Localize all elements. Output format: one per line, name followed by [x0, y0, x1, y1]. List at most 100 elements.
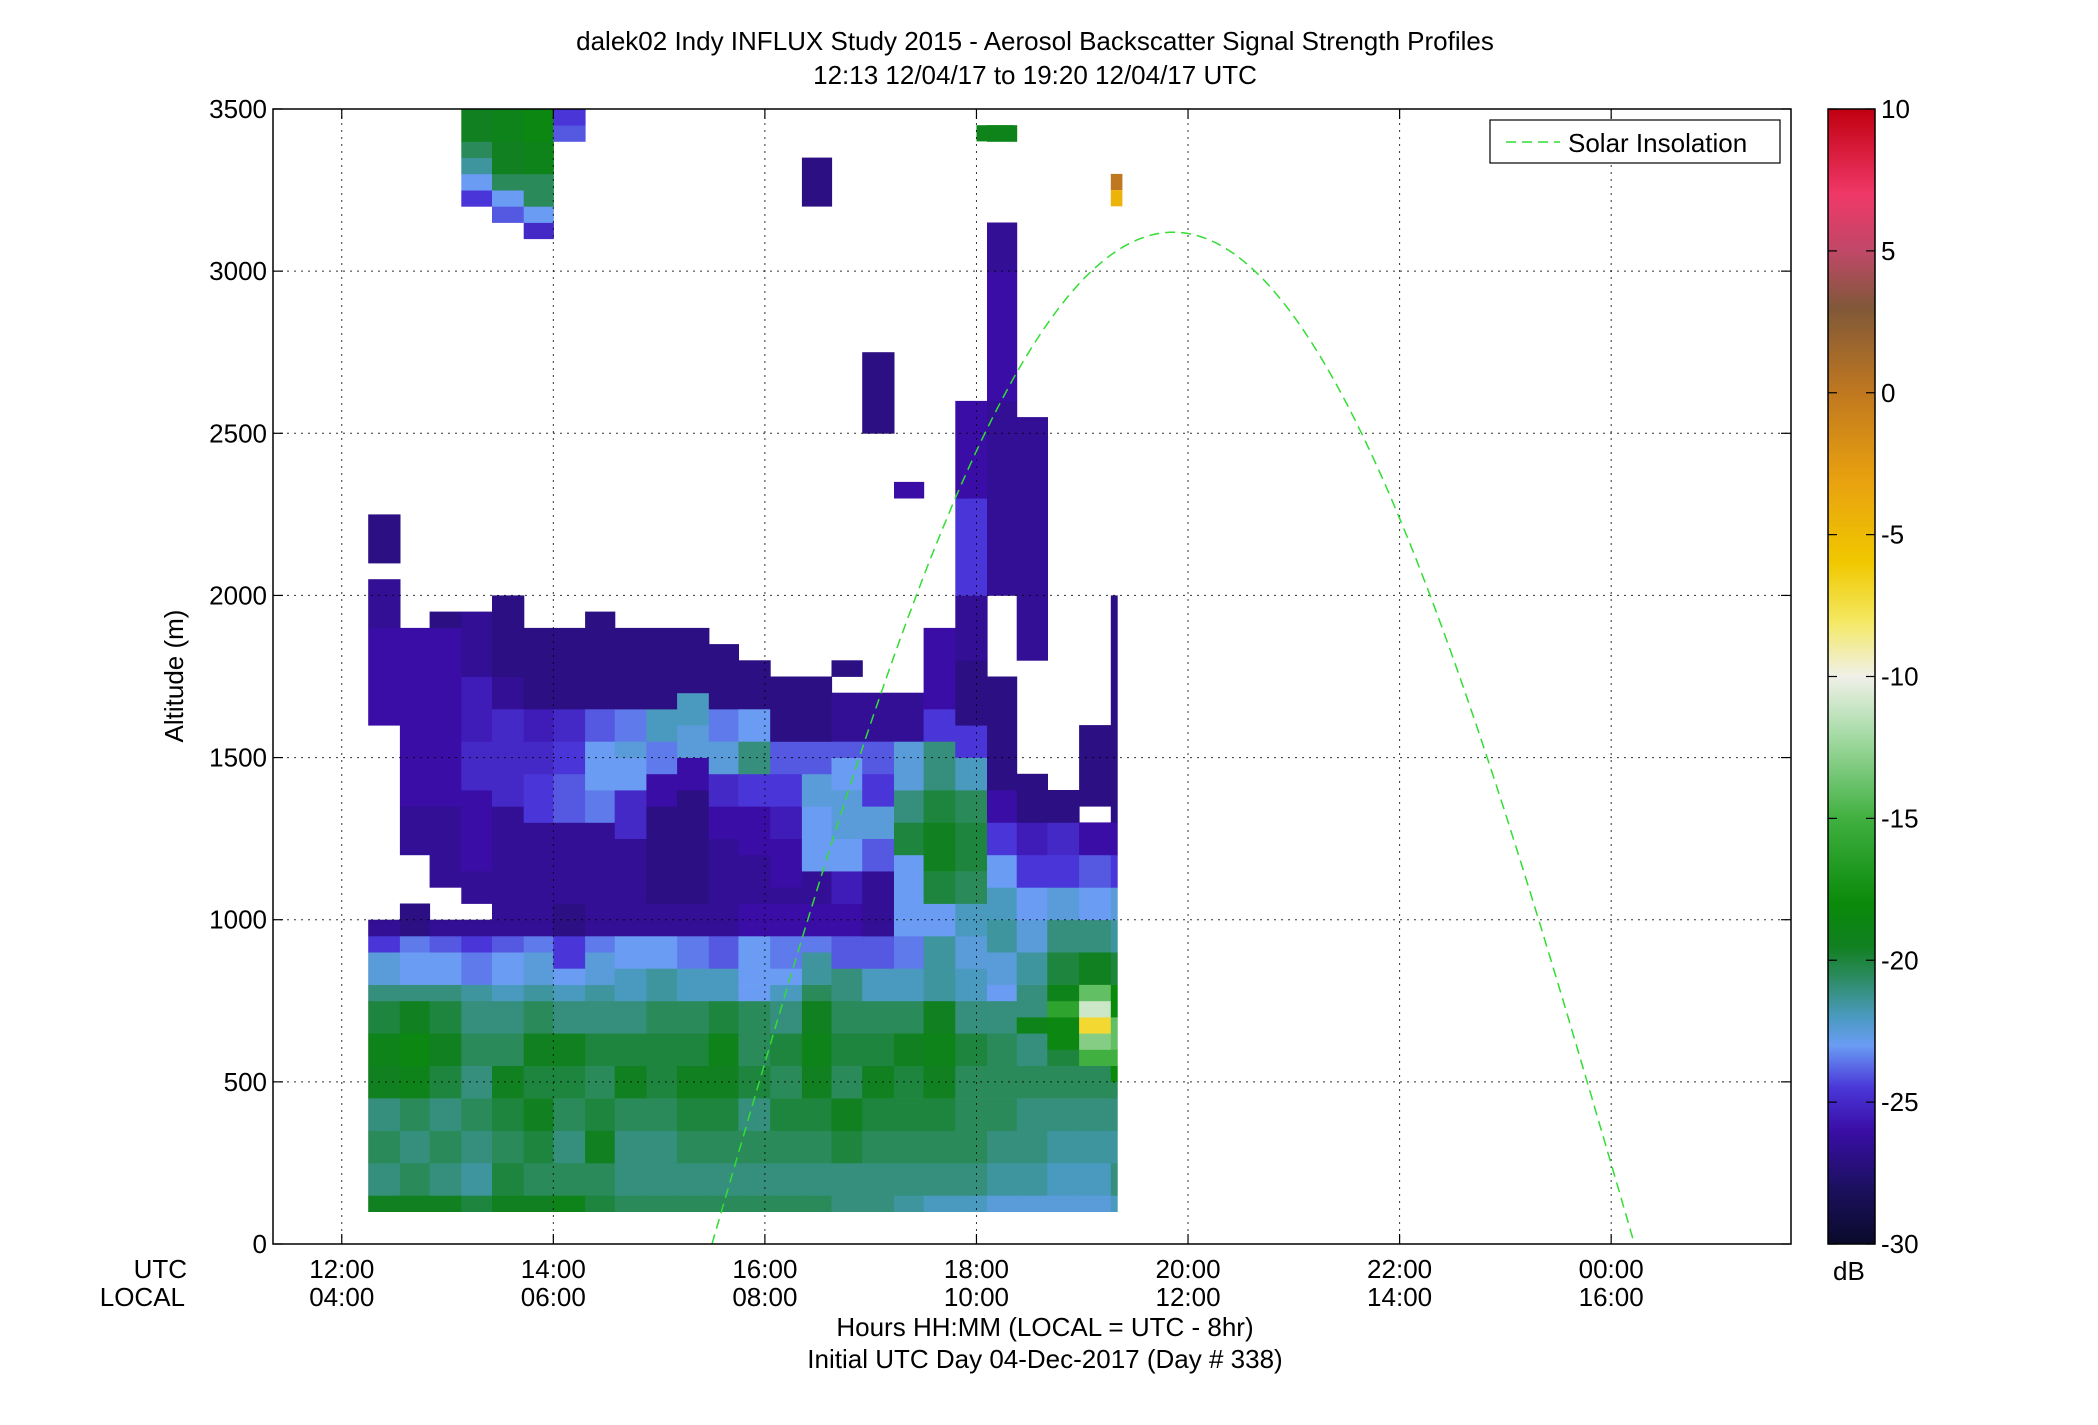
- heatmap-cell: [708, 1000, 739, 1034]
- heatmap-cell: [646, 773, 678, 807]
- heatmap-cell: [553, 1000, 586, 1034]
- y-tick-label: 2500: [209, 418, 267, 448]
- heatmap-cell: [708, 903, 739, 937]
- heatmap-cell: [585, 1000, 616, 1034]
- heatmap-cell: [553, 822, 586, 904]
- heatmap-cell: [955, 1000, 988, 1034]
- heatmap-cell: [492, 109, 525, 142]
- heatmap-cell: [614, 935, 647, 969]
- heatmap-cell: [368, 919, 401, 937]
- heatmap-cell: [614, 790, 647, 839]
- heatmap-cell: [553, 125, 586, 142]
- heatmap-cell: [523, 222, 554, 240]
- heatmap-cell: [614, 1130, 647, 1164]
- heatmap-cell: [368, 1130, 401, 1164]
- heatmap-cell: [770, 676, 803, 742]
- heatmap-cell: [1079, 790, 1112, 807]
- heatmap-cell: [523, 773, 554, 823]
- heatmap-cell: [770, 741, 803, 775]
- heatmap-cell: [585, 1033, 616, 1066]
- heatmap-cell: [923, 790, 956, 823]
- heatmap-cell: [368, 1000, 401, 1034]
- heatmap-cell: [955, 790, 988, 823]
- heatmap-cell: [492, 741, 525, 807]
- heatmap-cell: [677, 757, 710, 791]
- x-axis-sublabel: Initial UTC Day 04-Dec-2017 (Day # 338): [807, 1344, 1282, 1374]
- heatmap-cell: [1016, 984, 1048, 1018]
- heatmap-cell: [368, 984, 401, 1002]
- heatmap-cell: [523, 173, 554, 207]
- heatmap-cell: [987, 498, 1018, 596]
- heatmap-cell: [492, 595, 525, 677]
- heatmap-cell: [894, 692, 925, 742]
- heatmap-cell: [399, 1000, 431, 1034]
- heatmap-cell: [585, 1130, 616, 1164]
- x-tick-label-local: 14:00: [1367, 1282, 1432, 1312]
- heatmap-cell: [862, 773, 895, 807]
- chart-title: dalek02 Indy INFLUX Study 2015 - Aerosol…: [576, 26, 1494, 56]
- heatmap-cell: [894, 1065, 925, 1099]
- heatmap-cell: [862, 1098, 895, 1131]
- heatmap-cell: [585, 935, 616, 953]
- utc-row-label: UTC: [134, 1254, 187, 1284]
- heatmap-cell: [523, 1033, 554, 1066]
- heatmap-cell: [1079, 1000, 1112, 1018]
- heatmap-cell: [1016, 579, 1048, 661]
- heatmap-cell: [894, 822, 925, 856]
- legend: Solar Insolation: [1489, 119, 1781, 164]
- heatmap-cell: [770, 773, 803, 807]
- heatmap-cell: [955, 400, 988, 434]
- heatmap-cell: [801, 157, 833, 207]
- heatmap-cell: [585, 790, 616, 823]
- heatmap-cell: [429, 984, 462, 1002]
- heatmap-cell: [585, 741, 616, 791]
- heatmap-cell: [368, 1195, 401, 1212]
- heatmap-cell: [1079, 1017, 1112, 1034]
- heatmap-cell: [1016, 1098, 1048, 1131]
- x-tick-label-utc: 00:00: [1579, 1254, 1644, 1284]
- heatmap-cell: [923, 627, 956, 710]
- colorbar-tick-label: -30: [1881, 1229, 1919, 1259]
- heatmap-cell: [708, 1098, 739, 1131]
- heatmap-cell: [1047, 854, 1080, 888]
- heatmap-cell: [923, 822, 956, 872]
- heatmap-cell: [553, 708, 586, 742]
- heatmap-cell: [461, 1033, 493, 1066]
- heatmap-cell: [801, 1033, 833, 1066]
- heatmap-cell: [429, 627, 462, 742]
- heatmap-cell: [399, 1033, 431, 1066]
- heatmap-cell: [523, 627, 554, 710]
- y-tick-label: 1000: [209, 905, 267, 935]
- heatmap-cell: [429, 1130, 462, 1164]
- x-tick-label-local: 16:00: [1579, 1282, 1644, 1312]
- heatmap-cell: [923, 871, 956, 904]
- heatmap-cell: [523, 141, 554, 175]
- heatmap-cell: [894, 1195, 925, 1212]
- heatmap-cell: [801, 676, 833, 742]
- heatmap-cell: [708, 1130, 739, 1164]
- heatmap-cell: [646, 806, 678, 904]
- heatmap-cell: [429, 1033, 462, 1066]
- heatmap-cell: [801, 984, 833, 1002]
- heatmap-cell: [987, 676, 1018, 791]
- heatmap-cell: [553, 1195, 586, 1212]
- heatmap-cell: [955, 498, 988, 596]
- heatmap-cell: [801, 1000, 833, 1034]
- heatmap-cell: [1110, 1195, 1118, 1212]
- y-tick-label: 500: [224, 1067, 267, 1097]
- heatmap-cell: [770, 1033, 803, 1066]
- heatmap-cell: [1016, 1195, 1048, 1212]
- heatmap-cell: [955, 433, 988, 499]
- heatmap-cell: [770, 1098, 803, 1131]
- heatmap-cell: [429, 741, 462, 807]
- heatmap-cell: [492, 1130, 525, 1164]
- heatmap-cell: [894, 935, 925, 969]
- heatmap-cell: [862, 1033, 895, 1066]
- heatmap-cell: [987, 400, 1018, 499]
- heatmap-cell: [738, 1033, 771, 1066]
- heatmap-cell: [585, 1195, 616, 1212]
- heatmap-cell: [987, 1130, 1018, 1164]
- heatmap-cell: [492, 1000, 525, 1034]
- y-tick-label: 3500: [209, 94, 267, 124]
- heatmap-cell: [399, 1130, 431, 1164]
